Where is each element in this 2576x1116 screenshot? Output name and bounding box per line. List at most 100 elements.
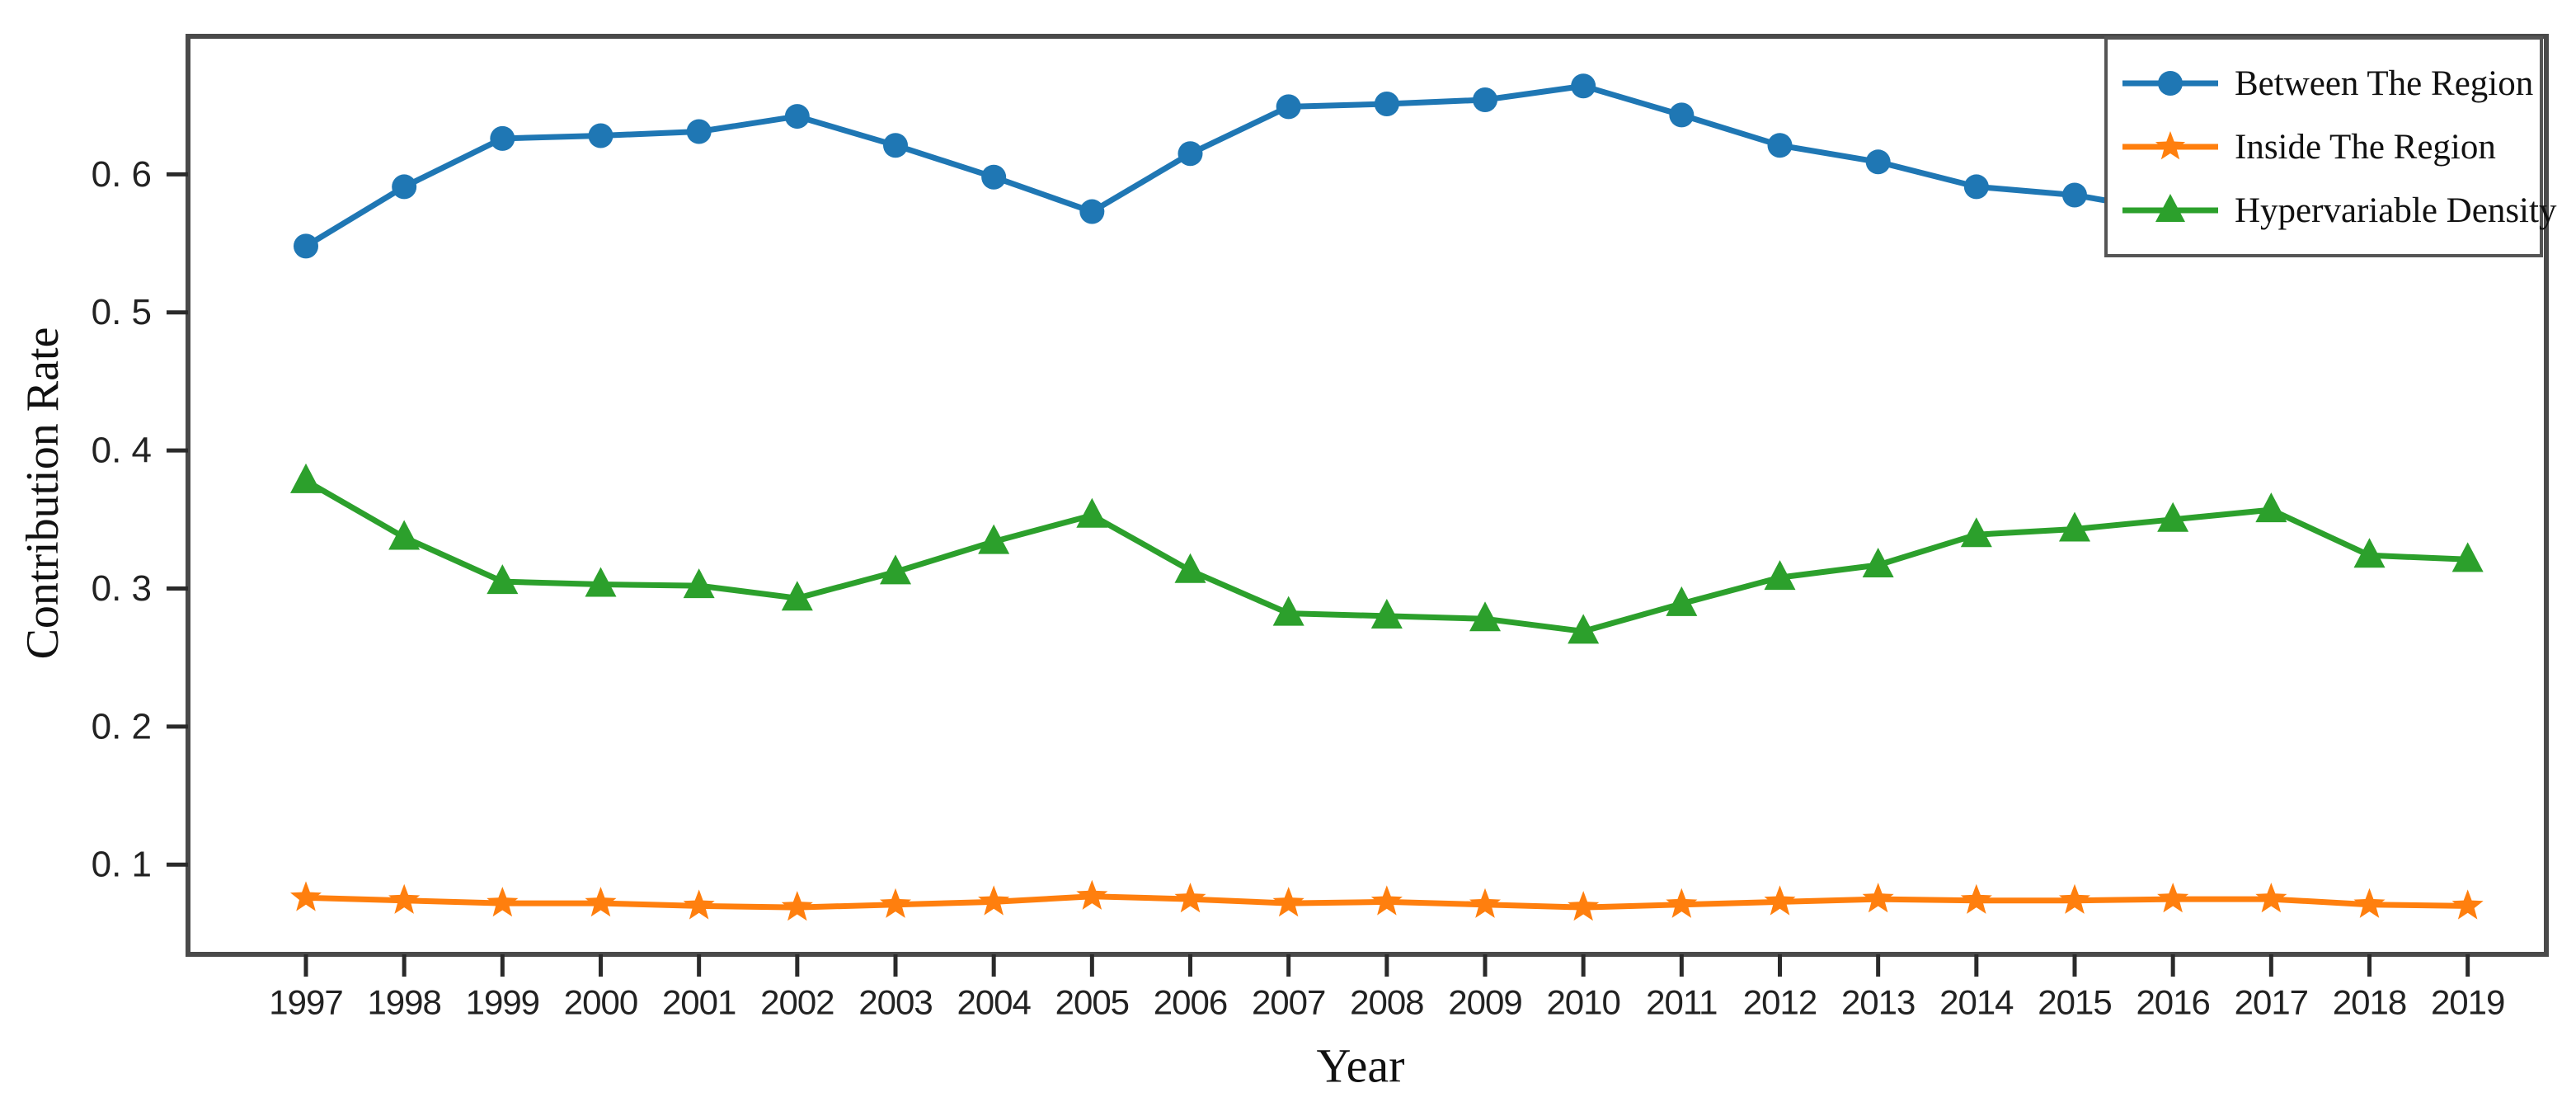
data-point-marker-triangle bbox=[2157, 501, 2189, 532]
data-point-marker-triangle bbox=[1960, 517, 1992, 548]
data-point-marker-triangle bbox=[2255, 492, 2287, 523]
data-point-marker-triangle bbox=[1076, 497, 1108, 528]
data-point-marker-circle bbox=[588, 123, 613, 148]
data-point-marker-circle bbox=[1963, 174, 1989, 200]
data-point-marker-star bbox=[388, 883, 421, 914]
y-tick-label: 0. 4 bbox=[92, 431, 152, 471]
x-tick-label: 2015 bbox=[2038, 982, 2111, 1021]
x-tick-label: 2018 bbox=[2333, 982, 2406, 1021]
x-tick-label: 2017 bbox=[2235, 982, 2308, 1021]
data-point-marker-circle bbox=[294, 233, 318, 259]
data-point-marker-circle bbox=[981, 164, 1007, 190]
data-point-marker-triangle bbox=[880, 554, 911, 585]
x-tick-label: 2013 bbox=[1841, 982, 1915, 1021]
data-point-marker-circle bbox=[1276, 94, 1301, 120]
x-tick-label: 2005 bbox=[1055, 982, 1129, 1021]
legend-item-hypervariable-density: Hypervariable Density bbox=[2119, 186, 2556, 235]
y-tick-label: 0. 5 bbox=[92, 292, 152, 332]
y-tick-label: 0. 2 bbox=[92, 706, 152, 746]
legend-sample-triangle bbox=[2122, 194, 2218, 222]
data-point-marker-circle bbox=[1669, 102, 1695, 128]
x-tick-label: 2007 bbox=[1252, 982, 1325, 1021]
data-point-marker-circle bbox=[1374, 92, 1399, 117]
legend-marker-triangle bbox=[2155, 194, 2185, 222]
y-tick-label: 0. 1 bbox=[92, 845, 152, 885]
data-point-marker-star bbox=[1370, 885, 1403, 916]
data-point-marker-star bbox=[2255, 883, 2287, 913]
x-tick-label: 2008 bbox=[1350, 982, 1423, 1021]
legend-item-between-the-region: Between The Region bbox=[2119, 59, 2534, 108]
legend-marker-circle bbox=[2158, 71, 2183, 96]
data-point-marker-circle bbox=[1473, 87, 1497, 112]
data-point-marker-star bbox=[1174, 883, 1206, 913]
x-tick-label: 2001 bbox=[662, 982, 736, 1021]
series-between-the-region bbox=[294, 73, 2113, 259]
data-point-marker-star bbox=[1469, 888, 1501, 918]
data-point-marker-star bbox=[2059, 883, 2090, 914]
x-tick-label: 2012 bbox=[1743, 982, 1817, 1021]
data-point-marker-circle bbox=[1767, 133, 1793, 158]
data-point-marker-star bbox=[1862, 883, 1894, 913]
x-tick-label: 1997 bbox=[269, 982, 342, 1021]
data-point-marker-star bbox=[290, 881, 322, 911]
x-tick-label: 2009 bbox=[1448, 982, 1521, 1021]
x-tick-label: 2016 bbox=[2136, 982, 2209, 1021]
data-point-marker-triangle bbox=[1370, 598, 1403, 629]
data-point-marker-triangle bbox=[1568, 614, 1600, 644]
data-point-marker-star bbox=[1272, 887, 1304, 917]
x-tick-label: 2002 bbox=[760, 982, 834, 1021]
x-tick-label: 2003 bbox=[858, 982, 932, 1021]
legend: Between The Region Inside The Region Hyp… bbox=[2104, 36, 2556, 257]
data-point-marker-circle bbox=[1571, 73, 1596, 99]
data-point-marker-star bbox=[781, 891, 813, 921]
data-point-marker-triangle bbox=[683, 568, 715, 599]
data-point-marker-star bbox=[1666, 888, 1698, 918]
x-tick-label: 2006 bbox=[1154, 982, 1227, 1021]
x-tick-label: 2004 bbox=[957, 982, 1031, 1021]
data-point-marker-triangle bbox=[1764, 560, 1796, 591]
series-line bbox=[304, 82, 2113, 249]
legend-marker-star bbox=[2155, 131, 2186, 160]
data-point-marker-circle bbox=[784, 104, 810, 129]
data-point-marker-star bbox=[2451, 889, 2484, 920]
data-point-marker-circle bbox=[1865, 149, 1891, 175]
data-point-marker-star bbox=[2157, 883, 2189, 913]
data-point-marker-circle bbox=[686, 119, 712, 144]
data-point-marker-star bbox=[1076, 879, 1108, 910]
series-inside-the-region bbox=[290, 879, 2484, 921]
plot-border bbox=[186, 34, 2549, 957]
data-point-marker-circle bbox=[490, 125, 515, 151]
data-point-marker-star bbox=[1764, 885, 1796, 916]
data-point-marker-triangle bbox=[1272, 596, 1304, 626]
legend-label: Between The Region bbox=[2235, 64, 2534, 103]
data-point-marker-triangle bbox=[781, 581, 813, 611]
data-point-marker-triangle bbox=[487, 564, 519, 595]
data-point-marker-star bbox=[880, 888, 911, 918]
data-point-marker-circle bbox=[1178, 141, 1203, 167]
data-point-marker-triangle bbox=[290, 463, 322, 493]
data-point-marker-star bbox=[1960, 883, 1992, 914]
y-axis-title: Contribution Rate bbox=[17, 327, 68, 660]
data-point-marker-circle bbox=[883, 133, 908, 158]
legend-label: Hypervariable Density bbox=[2235, 191, 2557, 230]
x-axis: 1997 1998 1999 2000 2001 2002 2003 2004 2005 2006… bbox=[269, 954, 2505, 1021]
data-point-marker-triangle bbox=[1174, 553, 1206, 583]
data-point-marker-triangle bbox=[388, 520, 421, 550]
data-point-marker-circle bbox=[392, 174, 417, 200]
data-point-marker-triangle bbox=[2059, 511, 2090, 542]
y-tick-label: 0. 6 bbox=[92, 154, 152, 195]
legend-sample-circle bbox=[2122, 71, 2218, 96]
x-tick-label: 1999 bbox=[466, 982, 539, 1021]
x-tick-label: 2000 bbox=[564, 982, 637, 1021]
data-point-marker-circle bbox=[1079, 199, 1105, 224]
x-tick-label: 2010 bbox=[1546, 982, 1619, 1021]
legend-sample-star bbox=[2122, 131, 2218, 160]
data-point-marker-star bbox=[585, 887, 617, 917]
data-point-marker-star bbox=[2353, 888, 2386, 918]
data-point-marker-triangle bbox=[2353, 538, 2386, 568]
data-point-marker-star bbox=[487, 887, 519, 917]
y-tick-label: 0. 3 bbox=[92, 568, 152, 609]
data-point-marker-triangle bbox=[2451, 542, 2484, 572]
